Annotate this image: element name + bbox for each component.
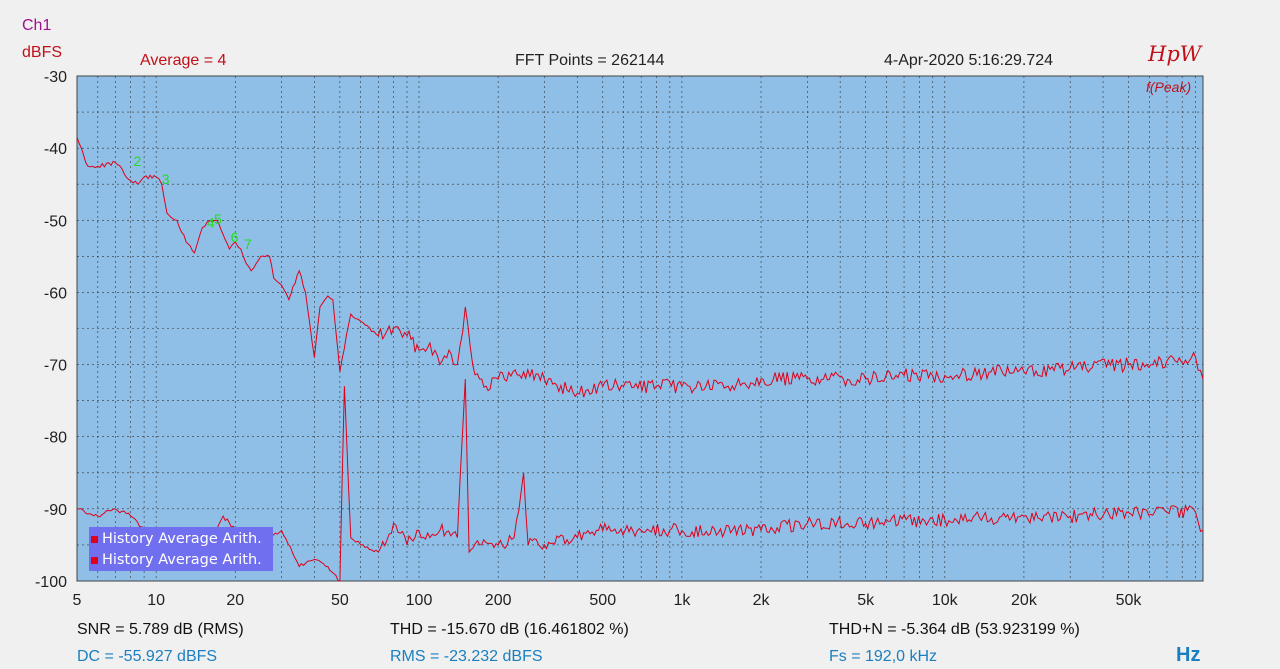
x-tick-label: 5k xyxy=(857,592,875,609)
x-unit-label: Hz xyxy=(1176,644,1201,666)
chart-legend[interactable]: History Average Arith. History Average A… xyxy=(89,527,273,571)
x-tick-label: 500 xyxy=(589,592,616,609)
fs-readout: Fs = 192,0 kHz xyxy=(829,648,938,665)
channel-label: Ch1 xyxy=(22,17,52,34)
legend-label: History Average Arith. xyxy=(102,552,262,568)
datetime-label: 4-Apr-2020 5:16:29.724 xyxy=(884,52,1054,69)
rms-readout: RMS = -23.232 dBFS xyxy=(390,648,543,665)
harmonic-marker-label: 5 xyxy=(214,211,222,227)
x-tick-label: 20 xyxy=(226,592,244,609)
x-tick-label: 10k xyxy=(932,592,959,609)
legend-swatch xyxy=(91,535,98,543)
x-tick-label: 50k xyxy=(1116,592,1143,609)
x-tick-label: 2k xyxy=(753,592,771,609)
y-tick-label: -70 xyxy=(44,358,67,375)
legend-label: History Average Arith. xyxy=(102,531,262,547)
y-tick-label: -90 xyxy=(44,502,67,519)
y-unit-label: dBFS xyxy=(22,44,63,61)
fft-points-label: FFT Points = 262144 xyxy=(515,52,665,69)
y-tick-label: -50 xyxy=(44,213,67,230)
x-tick-label: 1k xyxy=(673,592,691,609)
y-tick-label: -80 xyxy=(44,430,67,447)
snr-readout: SNR = 5.789 dB (RMS) xyxy=(77,621,244,638)
harmonic-marker-label: 2 xyxy=(133,153,141,169)
x-tick-label: 5 xyxy=(73,592,82,609)
plot-area xyxy=(76,75,1204,582)
y-tick-label: -30 xyxy=(44,69,67,86)
legend-swatch xyxy=(91,556,98,564)
series-line-1 xyxy=(76,137,1204,398)
dc-readout: DC = -55.927 dBFS xyxy=(77,648,218,665)
average-label: Average = 4 xyxy=(140,52,227,69)
x-tick-label: 20k xyxy=(1011,592,1038,609)
x-tick-label: 50 xyxy=(331,592,349,609)
legend-item[interactable]: History Average Arith. xyxy=(91,552,262,568)
y-tick-label: -100 xyxy=(35,574,67,591)
thd-readout: THD = -15.670 dB (16.461802 %) xyxy=(390,621,629,638)
y-axis-ticks: -30 -40 -50 -60 -70 -80 -90 -100 xyxy=(35,69,67,591)
thdn-readout: THD+N = -5.364 dB (53.923199 %) xyxy=(829,621,1080,638)
y-tick-label: -60 xyxy=(44,285,67,302)
x-tick-label: 10 xyxy=(147,592,165,609)
legend-item[interactable]: History Average Arith. xyxy=(91,531,262,547)
x-tick-label: 200 xyxy=(485,592,512,609)
x-axis-ticks: 5 10 20 50 100 200 500 1k 2k 5k 10k 20k 50k xyxy=(73,592,1143,609)
harmonic-marker-label: 4 xyxy=(207,215,215,231)
harmonic-marker-label: 6 xyxy=(231,229,239,245)
y-tick-label: -40 xyxy=(44,141,67,158)
harmonic-marker-label: 3 xyxy=(162,171,170,187)
harmonic-marker-label: 7 xyxy=(244,236,252,252)
brand-logo: HpW xyxy=(1148,42,1202,66)
harmonic-markers: 2 3 4 56 7 xyxy=(133,153,252,252)
mode-label: f(Peak) xyxy=(1146,79,1192,95)
x-tick-label: 100 xyxy=(406,592,433,609)
chart-grid xyxy=(77,76,1203,581)
